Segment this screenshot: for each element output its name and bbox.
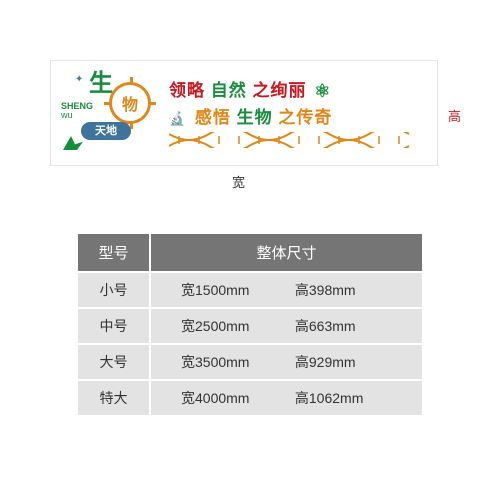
pinyin-line2: wu (61, 110, 73, 120)
header-size: 整体尺寸 (150, 234, 422, 272)
brand-graphic: ✦ 生 SHENG wu 物 天地 (61, 68, 161, 158)
model-cell: 特大 (78, 380, 150, 415)
model-cell: 大号 (78, 344, 150, 380)
dim-cell: 宽3500mm 高929mm (150, 344, 422, 380)
slogan-seg: 领略 (169, 81, 205, 100)
dna-icon (169, 132, 429, 148)
tiandi-badge: 天地 (81, 122, 131, 140)
table-body: 小号 宽1500mm 高398mm 中号 宽2500mm 高663mm 大号 宽… (78, 272, 422, 415)
slogan-line-2: 🔬 感悟 生物 之传奇 (169, 105, 429, 131)
dim-height: 高1062mm (295, 388, 363, 408)
model-cell: 小号 (78, 272, 150, 308)
product-preview-box: ✦ 生 SHENG wu 物 天地 领略 自然 之绚丽 ⚛ 🔬 感悟 生物 之传… (50, 60, 438, 166)
slogan-seg: 之传奇 (278, 108, 332, 127)
slogan-seg: 之绚丽 (252, 81, 306, 100)
dim-cell: 宽2500mm 高663mm (150, 308, 422, 344)
microscope-icon: 🔬 (169, 109, 186, 129)
table-row: 特大 宽4000mm 高1062mm (78, 380, 422, 415)
dim-width: 宽4000mm (181, 388, 291, 408)
dim-width: 宽1500mm (181, 280, 291, 300)
compass-icon: 物 (109, 82, 151, 124)
slogan-seg: 自然 (211, 81, 247, 100)
size-table: 型号 整体尺寸 小号 宽1500mm 高398mm 中号 宽2500mm 高66… (78, 234, 422, 415)
dim-cell: 宽4000mm 高1062mm (150, 380, 422, 415)
molecule-icon: ⚛ (314, 78, 331, 105)
table-row: 大号 宽3500mm 高929mm (78, 344, 422, 380)
dim-width: 宽2500mm (181, 316, 291, 336)
dim-height: 高398mm (295, 280, 356, 300)
dim-width: 宽3500mm (181, 352, 291, 372)
dimension-width-label: 宽 (232, 172, 245, 191)
model-cell: 中号 (78, 308, 150, 344)
slogan-line-1: 领略 自然 之绚丽 ⚛ (169, 78, 429, 105)
dim-height: 高663mm (295, 316, 356, 336)
slogan-area: 领略 自然 之绚丽 ⚛ 🔬 感悟 生物 之传奇 (161, 78, 429, 149)
dim-height: 高929mm (295, 352, 356, 372)
sparkle-icon: ✦ (75, 74, 83, 85)
compass-center-char: 物 (122, 91, 138, 115)
slogan-seg: 生物 (237, 108, 279, 127)
header-model: 型号 (78, 234, 150, 272)
pinyin-brand: SHENG wu (61, 102, 93, 120)
dimension-height-label: 高 (448, 106, 461, 125)
table-row: 中号 宽2500mm 高663mm (78, 308, 422, 344)
slogan-seg: 感悟 (195, 108, 231, 127)
table-header-row: 型号 整体尺寸 (78, 234, 422, 272)
table-row: 小号 宽1500mm 高398mm (78, 272, 422, 308)
leaf-icon (63, 136, 83, 150)
dim-cell: 宽1500mm 高398mm (150, 272, 422, 308)
calligraphy-sheng: 生 (89, 72, 113, 96)
